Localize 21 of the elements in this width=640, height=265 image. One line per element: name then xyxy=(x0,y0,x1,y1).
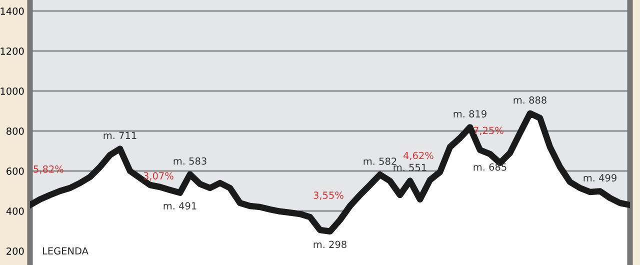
data-label: m. 298 xyxy=(314,240,346,248)
annotation: 3,07% xyxy=(144,172,174,180)
y-tick-label: 200 xyxy=(6,247,24,255)
annotation: LEGENDA xyxy=(42,247,88,255)
y-tick-label: 400 xyxy=(6,207,24,215)
annotation: 4,62% xyxy=(403,152,434,160)
data-label: m. 551 xyxy=(394,164,426,172)
data-label: m. 582 xyxy=(364,158,396,165)
data-label: m. 491 xyxy=(164,202,196,210)
y-tick-label: 1000 xyxy=(0,87,24,95)
data-label: m. 685 xyxy=(474,163,506,171)
data-label: m. 819 xyxy=(454,110,486,118)
y-tick-label: 600 xyxy=(6,167,24,175)
data-label: m. 711 xyxy=(104,132,136,139)
data-label: m. 499 xyxy=(584,174,616,182)
data-label: m. 583 xyxy=(174,157,206,165)
y-tick-label: 1400 xyxy=(0,7,24,15)
y-tick-label: 800 xyxy=(6,127,24,135)
annotation: 3,55% xyxy=(314,192,344,200)
data-label: m. 888 xyxy=(514,96,546,104)
y-tick-label: 1200 xyxy=(0,47,24,55)
